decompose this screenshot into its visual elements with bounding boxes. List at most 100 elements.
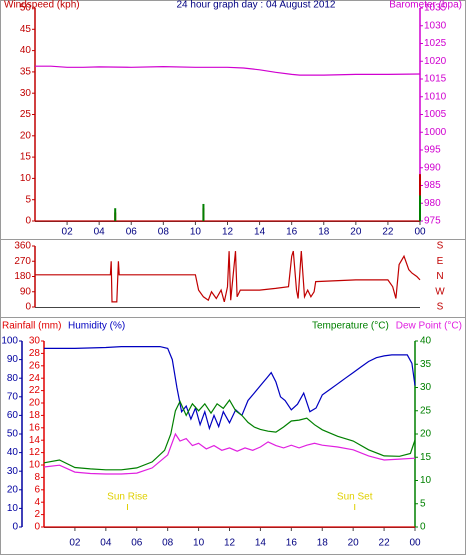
y-tick-label: 35 — [20, 67, 32, 78]
bar — [419, 195, 421, 221]
y-tick-label: N — [436, 271, 443, 282]
x-tick-label: 04 — [94, 227, 106, 238]
series-name: Rainfall (mm) — [2, 321, 61, 332]
y-tick-label: 40 — [7, 447, 19, 458]
y-tick-label: 995 — [424, 145, 441, 156]
y-tick-label: 1000 — [424, 127, 447, 138]
y-tick-label: 10 — [20, 173, 32, 184]
y-tick-label: 20 — [420, 429, 432, 440]
y-tick-label: 1020 — [424, 56, 447, 67]
y-tick-label: 28 — [29, 348, 41, 359]
series-name: Temperature (°C) — [312, 321, 389, 332]
y-tick-label: 60 — [7, 410, 19, 421]
y-tick-label: 5 — [420, 498, 426, 509]
y-tick-label: 14 — [29, 435, 41, 446]
series-line — [43, 399, 416, 471]
x-tick-label: 00 — [414, 227, 426, 238]
panel-frame — [0, 0, 466, 240]
y-tick-label: 26 — [29, 360, 41, 371]
y-tick-label: W — [435, 286, 445, 297]
x-tick-label: 22 — [382, 227, 394, 238]
x-tick-label: 18 — [318, 227, 330, 238]
y-tick-label: 360 — [14, 241, 31, 252]
y-tick-label: 8 — [34, 472, 40, 483]
y-tick-label: 40 — [20, 45, 32, 56]
y-tick-label: S — [437, 241, 444, 252]
y-tick-label: 35 — [420, 359, 432, 370]
series-line — [35, 65, 421, 76]
x-tick-label: 14 — [254, 227, 266, 238]
x-tick-label: 18 — [317, 538, 329, 549]
x-tick-label: 02 — [69, 538, 81, 549]
x-tick-label: 12 — [222, 227, 234, 238]
y-tick-label: 50 — [7, 429, 19, 440]
y-tick-label: 975 — [424, 216, 441, 227]
series-line — [43, 432, 416, 475]
y-tick-label: 20 — [20, 130, 32, 141]
y-tick-label: 22 — [29, 385, 41, 396]
y-tick-label: 50 — [20, 3, 32, 14]
series-name: Barometer (hpa) — [389, 0, 462, 11]
y-tick-label: 30 — [20, 88, 32, 99]
series-line — [44, 346, 416, 431]
x-tick-label: 06 — [131, 538, 143, 549]
annotation: Sun Set — [337, 492, 373, 503]
y-tick-label: 100 — [1, 336, 18, 347]
annotation: Sun Rise — [107, 492, 148, 503]
x-tick-label: 20 — [348, 538, 360, 549]
y-tick-label: E — [437, 256, 444, 267]
y-tick-label: 15 — [20, 152, 32, 163]
series-name: Windspeed (kph) — [4, 0, 80, 11]
y-tick-label: 90 — [20, 286, 32, 297]
y-tick-label: 25 — [20, 109, 32, 120]
x-tick-label: 16 — [286, 538, 298, 549]
bar — [114, 208, 117, 221]
x-tick-label: 08 — [158, 227, 170, 238]
y-tick-label: 1015 — [424, 74, 447, 85]
series-line — [35, 250, 421, 303]
x-tick-label: 14 — [255, 538, 267, 549]
chart-title: 24 hour graph day : 04 August 2012 — [176, 0, 335, 11]
y-tick-label: 0 — [12, 522, 18, 533]
y-tick-label: 270 — [14, 256, 31, 267]
x-tick-label: 00 — [409, 538, 421, 549]
x-tick-label: 10 — [190, 227, 202, 238]
x-tick-label: 02 — [62, 227, 74, 238]
y-tick-label: 985 — [424, 180, 441, 191]
panel-frame — [0, 317, 466, 555]
x-tick-label: 08 — [162, 538, 174, 549]
y-tick-label: 1030 — [424, 20, 447, 31]
y-tick-label: 2 — [34, 509, 40, 520]
y-tick-label: S — [437, 302, 444, 313]
x-tick-label: 22 — [379, 538, 391, 549]
y-tick-label: 4 — [34, 497, 40, 508]
y-tick-label: 6 — [34, 484, 40, 495]
y-tick-label: 20 — [7, 484, 19, 495]
y-tick-label: 12 — [29, 447, 41, 458]
y-tick-label: 0 — [25, 302, 31, 313]
y-tick-label: 1025 — [424, 38, 447, 49]
y-tick-label: 1010 — [424, 91, 447, 102]
x-tick-label: 06 — [126, 227, 138, 238]
series-name: Dew Point (°C) — [396, 321, 462, 332]
y-tick-label: 20 — [29, 398, 41, 409]
y-tick-label: 980 — [424, 198, 441, 209]
y-tick-label: 30 — [7, 466, 19, 477]
x-tick-label: 10 — [193, 538, 205, 549]
y-tick-label: 15 — [420, 452, 432, 463]
y-tick-label: 0 — [34, 522, 40, 533]
y-tick-label: 16 — [29, 422, 41, 433]
y-tick-label: 1035 — [424, 3, 447, 14]
x-tick-label: 20 — [350, 227, 362, 238]
y-tick-label: 18 — [29, 410, 41, 421]
y-tick-label: 1005 — [424, 109, 447, 120]
y-tick-label: 24 — [29, 373, 41, 384]
y-tick-label: 30 — [420, 382, 432, 393]
y-tick-label: 45 — [20, 24, 32, 35]
y-tick-label: 5 — [25, 194, 31, 205]
bar — [202, 203, 205, 221]
x-tick-label: 16 — [286, 227, 298, 238]
y-tick-label: 0 — [420, 522, 426, 533]
y-tick-label: 30 — [29, 336, 41, 347]
